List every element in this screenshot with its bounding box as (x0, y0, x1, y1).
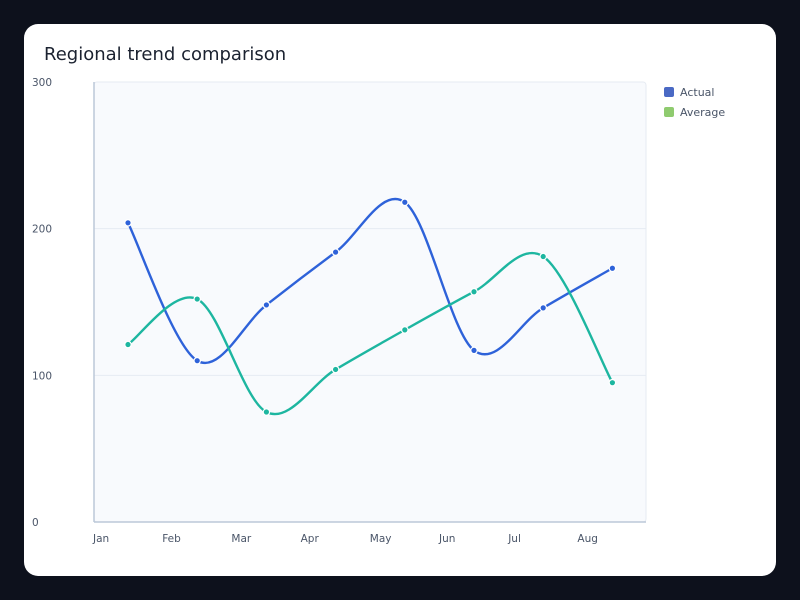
legend-swatch (664, 87, 674, 97)
y-tick-label: 200 (32, 224, 52, 236)
y-tick-labels: 0 100 200 300 (32, 77, 52, 529)
x-tick-label: Apr (301, 533, 320, 545)
x-tick-label: Mar (231, 533, 251, 545)
x-tick-label: Jul (507, 533, 521, 545)
data-point-actual (124, 219, 132, 227)
data-point-average (262, 408, 271, 416)
legend: Actual Average (664, 82, 725, 122)
data-points (124, 198, 617, 416)
data-point-actual (539, 304, 548, 312)
x-tick-label: Jun (438, 533, 455, 545)
legend-swatch (664, 107, 674, 117)
axes (93, 82, 646, 523)
x-tick-label: May (370, 533, 392, 545)
data-point-actual (193, 356, 202, 365)
data-point-average (124, 340, 132, 349)
x-tick-labels: Jan Feb Mar Apr May Jun Jul Aug (92, 533, 598, 545)
chart-title: Regional trend comparison (44, 44, 287, 65)
data-point-average (331, 365, 340, 374)
data-point-actual (470, 346, 478, 355)
y-tick-label: 0 (32, 517, 39, 529)
data-point-actual (262, 301, 271, 309)
y-tick-label: 100 (32, 370, 52, 382)
chart-card: Regional trend comparison 0 100 200 300 Jan… (24, 24, 776, 576)
data-point-actual (400, 198, 409, 207)
legend-label: Average (680, 105, 726, 119)
x-tick-label: Feb (162, 533, 181, 545)
line-chart: 0 100 200 300 Jan Feb Mar Apr May Jun Jul Aug (32, 77, 647, 545)
x-tick-label: Aug (577, 533, 598, 545)
grid-lines (94, 228, 646, 376)
x-tick-label: Jan (92, 533, 109, 545)
data-point-average (608, 378, 617, 387)
data-point-average (400, 326, 409, 334)
y-tick-label: 300 (32, 77, 52, 89)
data-point-actual (331, 248, 340, 256)
legend-label: Actual (680, 85, 715, 99)
data-point-average (470, 287, 478, 296)
legend-item-actual: Actual (664, 82, 725, 102)
data-point-actual (608, 264, 617, 273)
data-point-average (193, 295, 202, 303)
data-point-average (539, 252, 548, 261)
legend-item-average: Average (664, 102, 725, 122)
